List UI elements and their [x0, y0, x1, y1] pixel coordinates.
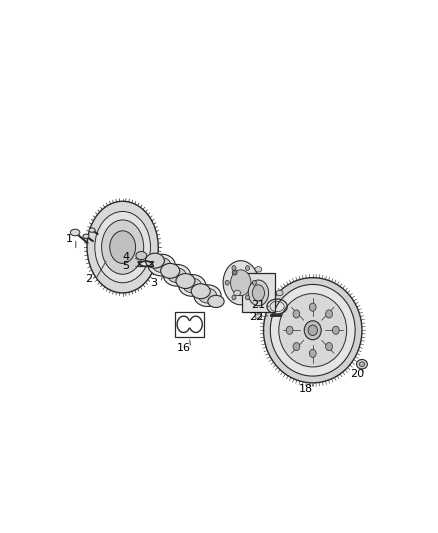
Ellipse shape	[208, 295, 224, 308]
Ellipse shape	[71, 229, 80, 236]
Text: 16: 16	[177, 343, 191, 353]
Ellipse shape	[145, 253, 164, 268]
Ellipse shape	[304, 321, 321, 340]
Ellipse shape	[246, 295, 250, 300]
Ellipse shape	[255, 266, 262, 272]
Ellipse shape	[309, 349, 316, 358]
Ellipse shape	[152, 257, 171, 272]
Text: 3: 3	[150, 278, 157, 288]
Ellipse shape	[286, 326, 293, 334]
Ellipse shape	[230, 270, 251, 296]
Polygon shape	[182, 276, 204, 296]
Text: 18: 18	[299, 384, 313, 394]
Ellipse shape	[179, 274, 206, 296]
Ellipse shape	[102, 220, 144, 274]
Ellipse shape	[136, 252, 147, 260]
Text: 21: 21	[251, 300, 265, 310]
Ellipse shape	[163, 264, 191, 286]
Ellipse shape	[359, 362, 365, 367]
Ellipse shape	[293, 310, 300, 318]
Ellipse shape	[223, 261, 258, 305]
Ellipse shape	[326, 310, 332, 318]
Text: 22: 22	[250, 312, 264, 322]
Ellipse shape	[270, 285, 355, 376]
Text: 20: 20	[350, 369, 364, 379]
Ellipse shape	[255, 314, 262, 319]
Polygon shape	[167, 266, 189, 286]
Ellipse shape	[234, 290, 240, 296]
Ellipse shape	[148, 254, 175, 276]
Ellipse shape	[357, 359, 367, 369]
Ellipse shape	[309, 303, 316, 311]
Ellipse shape	[232, 295, 236, 300]
Ellipse shape	[252, 285, 265, 301]
Ellipse shape	[276, 290, 283, 296]
Ellipse shape	[168, 268, 186, 282]
Ellipse shape	[191, 284, 210, 298]
Text: 1: 1	[66, 233, 73, 244]
Ellipse shape	[252, 280, 256, 285]
Ellipse shape	[83, 234, 89, 238]
Ellipse shape	[332, 326, 339, 334]
Ellipse shape	[232, 270, 237, 275]
Polygon shape	[198, 286, 219, 306]
Ellipse shape	[264, 278, 362, 383]
Ellipse shape	[279, 294, 346, 367]
Ellipse shape	[183, 278, 201, 293]
Ellipse shape	[95, 212, 151, 282]
Ellipse shape	[87, 201, 158, 293]
Ellipse shape	[110, 231, 135, 263]
Ellipse shape	[176, 273, 195, 288]
Bar	[175, 312, 204, 337]
Polygon shape	[152, 256, 173, 276]
Ellipse shape	[225, 280, 229, 285]
Ellipse shape	[248, 280, 268, 306]
Ellipse shape	[194, 285, 221, 306]
Ellipse shape	[246, 265, 250, 270]
Text: 4: 4	[123, 252, 130, 262]
Text: 2: 2	[85, 274, 92, 284]
Ellipse shape	[326, 343, 332, 351]
Bar	[242, 273, 275, 312]
Ellipse shape	[161, 263, 180, 278]
Ellipse shape	[308, 325, 318, 335]
Ellipse shape	[293, 343, 300, 351]
Ellipse shape	[198, 288, 217, 303]
Ellipse shape	[232, 265, 236, 270]
Ellipse shape	[89, 228, 95, 232]
Text: 5: 5	[123, 262, 130, 271]
